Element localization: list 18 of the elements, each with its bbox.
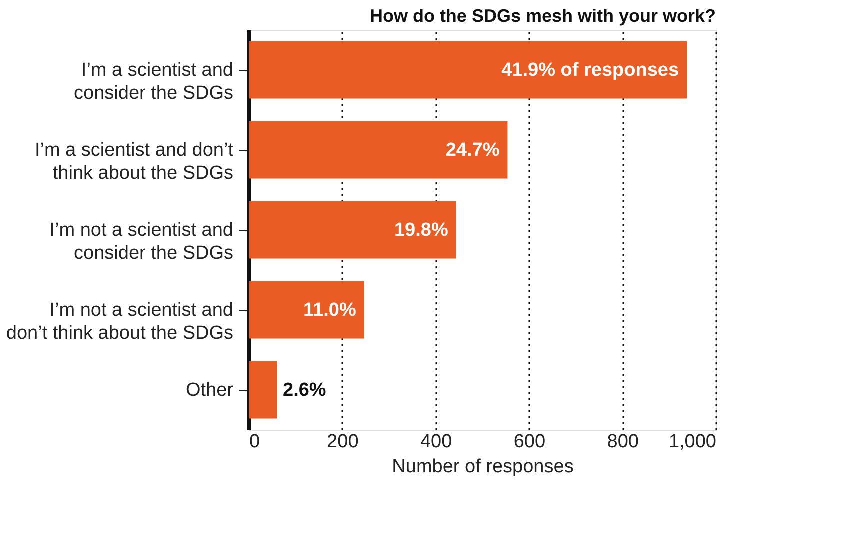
y-tick-label: Other: [186, 380, 234, 401]
annotation: 11.0%: [304, 300, 356, 321]
x-tick-label: 400: [420, 432, 452, 452]
annotation: 19.8%: [394, 220, 448, 241]
y-tick-label: I’m a scientist and consider the SDGs: [74, 60, 234, 104]
chart-title: How do the SDGs mesh with your work?: [370, 6, 716, 26]
x-tick-label: 800: [607, 432, 639, 452]
annotation: 24.7%: [446, 140, 500, 161]
annotation: 41.9% of responses: [502, 60, 680, 81]
annotation: 2.6%: [283, 380, 326, 401]
y-tick-label: I’m not a scientist and don’t think about the SDGs: [6, 300, 234, 344]
x-tick-label: 0: [250, 432, 260, 452]
x-tick-label: 1,000: [668, 432, 716, 452]
y-tick-label: I’m a scientist and don’t think about the SDGs: [34, 140, 234, 184]
x-tick-label: 600: [514, 432, 546, 452]
x-axis-title: Number of responses: [392, 456, 574, 478]
x-tick-label: 200: [327, 432, 359, 452]
y-tick-label: I’m not a scientist and consider the SDGs: [50, 220, 234, 264]
